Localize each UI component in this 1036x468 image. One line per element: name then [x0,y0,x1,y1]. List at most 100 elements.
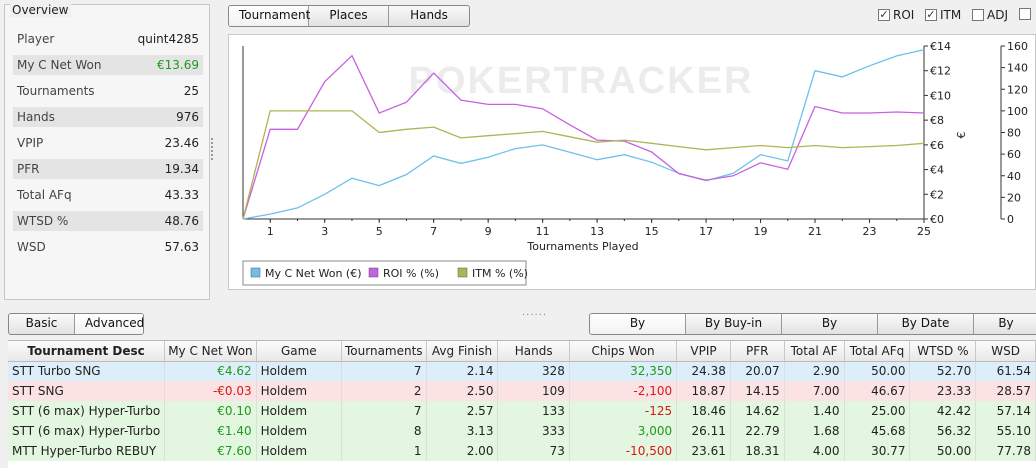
overview-value: 43.33 [164,188,199,202]
checkbox-icon[interactable]: ✓ [925,8,937,21]
table-row[interactable]: STT (6 max) Hyper-Turbo €1.40 Holdem 8 3.13 3… [8,421,1036,441]
cell-net-won: €1.40 [164,421,257,441]
overview-row: WSD 57.63 [13,237,203,257]
cell-chips-won: -125 [569,401,678,421]
y-tick-label-euro: €14 [930,40,951,53]
cell-game: Holdem [256,441,343,461]
col-hands[interactable]: Hands [497,341,570,362]
x-tick-label: 13 [590,225,604,238]
horizontal-splitter[interactable]: ...... [522,307,548,318]
itm-checkbox[interactable]: ✓ ITM [925,8,962,22]
col-avg-finish[interactable]: Avg Finish [426,341,499,362]
col-wtsd[interactable]: WTSD % [909,341,977,362]
legend-swatch [457,267,468,278]
table-row[interactable]: MTT Hyper-Turbo REBUY €7.60 Holdem 1 2.00 73-… [8,441,1036,461]
x-tick-label: 5 [376,225,383,238]
x-tick-label: 19 [754,225,768,238]
col-pfr[interactable]: PFR [730,341,785,362]
tab-basic[interactable]: Basic [9,314,75,334]
cell-wtsd: 52.70 [909,361,977,381]
table-row[interactable]: STT Turbo SNG €4.62 Holdem 7 2.14 328 32,350 24… [8,361,1036,381]
cell-avg-finish: 3.13 [426,421,499,441]
y-tick-label-euro: €8 [930,114,944,127]
cell-wtsd: 50.00 [909,441,977,461]
tab-hands[interactable]: Hands [410,8,448,22]
x-tick-label: 9 [485,225,492,238]
cell-pfr: 14.62 [730,401,785,421]
checkbox-icon[interactable]: ✓ [878,8,890,21]
cell-net-won: -€0.03 [164,381,257,401]
checkbox-icon[interactable] [972,9,984,21]
extra-checkbox[interactable] [1019,8,1031,20]
tab-by-buyin[interactable]: By Buy-in [686,314,782,334]
table-row[interactable]: STT SNG -€0.03 Holdem 2 2.50 109 -2,100 18.87 14… [8,381,1036,401]
tab-places[interactable]: Places [309,6,389,26]
table-header-row: Tournament Desc My C Net Won Game Tourna… [8,341,1036,362]
cell-hands: 333 [497,421,570,441]
legend-label: My C Net Won (€) [265,267,362,280]
tab-by-description[interactable]: By Description [590,314,686,334]
adj-checkbox[interactable]: ADJ [972,8,1008,22]
cell-avg-finish: 2.50 [426,381,499,401]
tab-by-position[interactable]: By Positi [998,316,1014,330]
y2-tick-label: 140 [1007,62,1028,75]
overview-value: €13.69 [157,58,199,72]
x-tick-label: 11 [536,225,550,238]
x-tick-label: 25 [917,225,931,238]
overview-row: Total AFq 43.33 [13,185,203,205]
overview-row: Tournaments 25 [13,81,203,101]
cell-total-af: 1.68 [784,421,845,441]
cell-avg-finish: 2.57 [426,401,499,421]
overview-value: 25 [183,84,199,98]
y-axis-unit: € [955,132,968,139]
y-tick-label-euro: €2 [930,188,944,201]
overview-label: Total AFq [17,188,72,202]
overview-value: 57.63 [164,240,199,254]
col-total-af[interactable]: Total AF [784,341,845,362]
col-net-won[interactable]: My C Net Won [164,341,257,362]
vertical-splitter[interactable] [211,136,214,162]
overview-label: Hands [17,110,55,124]
overview-value: 19.34 [164,162,199,176]
col-vpip[interactable]: VPIP [676,341,731,362]
overview-label: PFR [17,162,40,176]
cell-total-af: 2.90 [784,361,845,381]
x-tick-label: 17 [699,225,713,238]
y2-tick-label: 0 [1007,213,1014,226]
cell-wsd: 61.54 [975,361,1036,381]
cell-vpip: 23.61 [676,441,731,461]
cell-wtsd: 42.42 [909,401,977,421]
roi-checkbox[interactable]: ✓ ROI [878,8,915,22]
table-row[interactable]: STT (6 max) Hyper-Turbo €0.10 Holdem 7 2.57 1… [8,401,1036,421]
x-tick-label: 3 [321,225,328,238]
overview-row: Hands 976 [13,107,203,127]
cell-chips-won: 3,000 [569,421,678,441]
y2-tick-label: 60 [1007,148,1021,161]
tab-by-tournament[interactable]: By Tournament [782,314,878,334]
col-total-afq[interactable]: Total AFq [844,341,911,362]
col-game[interactable]: Game [256,341,343,362]
col-tournament-desc[interactable]: Tournament Desc [8,341,166,362]
cell-net-won: €7.60 [164,441,257,461]
cell-desc: STT Turbo SNG [8,361,166,381]
col-chips-won[interactable]: Chips Won [569,341,678,362]
tab-by-date[interactable]: By Date [878,314,974,334]
overview-label: My C Net Won [17,58,102,72]
cell-total-afq: 45.68 [844,421,911,441]
cell-chips-won: 32,350 [569,361,678,381]
x-tick-label: 7 [430,225,437,238]
overview-value: quint4285 [137,32,199,46]
overview-panel: Overview Player quint4285 My C Net Won €13.… [4,3,210,300]
cell-avg-finish: 2.00 [426,441,499,461]
checkbox-icon[interactable] [1019,8,1031,20]
legend-label: ROI % (%) [383,267,439,280]
cell-hands: 73 [497,441,570,461]
col-tournaments[interactable]: Tournaments [341,341,427,362]
col-wsd[interactable]: WSD [975,341,1036,362]
cell-total-afq: 25.00 [844,401,911,421]
cell-tournaments: 8 [341,421,427,441]
cell-desc: MTT Hyper-Turbo REBUY [8,441,166,461]
tab-advanced[interactable]: Advanced [75,314,143,334]
tab-tournament[interactable]: Tournament [229,6,310,26]
